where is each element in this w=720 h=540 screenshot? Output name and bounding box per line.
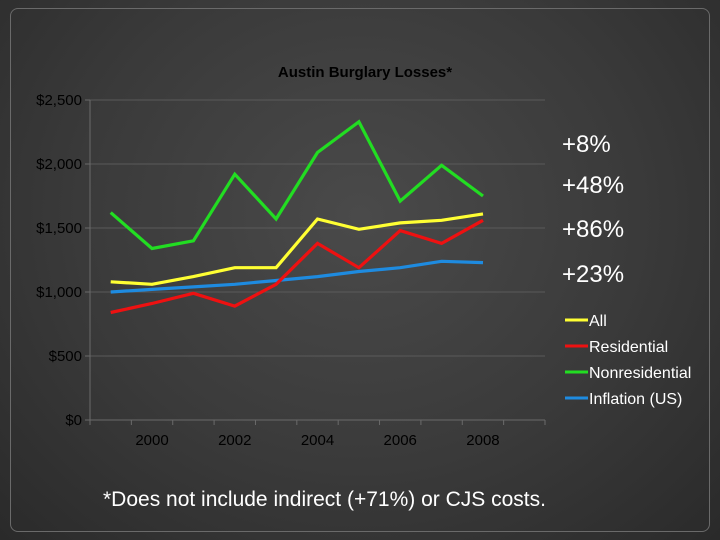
- x-tick-label: 2006: [384, 432, 417, 449]
- series-lines: [109, 119, 484, 315]
- legend: All Residential Nonresidential Inflation (U…: [565, 313, 691, 408]
- series-line-residential: [110, 218, 484, 315]
- y-tick-label: $1,000: [36, 284, 82, 301]
- chart-title: Austin Burglary Losses*: [278, 64, 452, 81]
- footnote: *Does not include indirect (+71%) or CJS…: [103, 488, 546, 511]
- legend-label: All: [589, 313, 607, 330]
- series-line-inflation-us: [110, 259, 484, 294]
- series-line-all: [110, 212, 484, 286]
- x-tick-label: 2008: [466, 432, 499, 449]
- gridlines: [90, 99, 545, 357]
- y-tick-label: $500: [49, 348, 82, 365]
- x-tick-label: 2004: [301, 432, 334, 449]
- y-tick-label: $0: [65, 412, 82, 429]
- y-tick-label: $2,500: [36, 92, 82, 109]
- pct-change-label: +48%: [562, 172, 624, 199]
- annotations: +8% +48% +86% +23%: [562, 131, 624, 288]
- axes: $0 $500 $1,000 $1,500 $2,000 $2,500 2000 2002 20…: [36, 92, 546, 449]
- x-tick-label: 2002: [218, 432, 251, 449]
- pct-change-label: +86%: [562, 216, 624, 243]
- legend-label: Residential: [589, 339, 668, 356]
- legend-label: Inflation (US): [589, 391, 682, 408]
- pct-change-label: +8%: [562, 131, 611, 158]
- pct-change-label: +23%: [562, 261, 624, 288]
- y-tick-label: $2,000: [36, 156, 82, 173]
- legend-label: Nonresidential: [589, 365, 691, 382]
- x-tick-label: 2000: [135, 432, 168, 449]
- series-line-nonresidential: [109, 119, 484, 251]
- y-tick-label: $1,500: [36, 220, 82, 237]
